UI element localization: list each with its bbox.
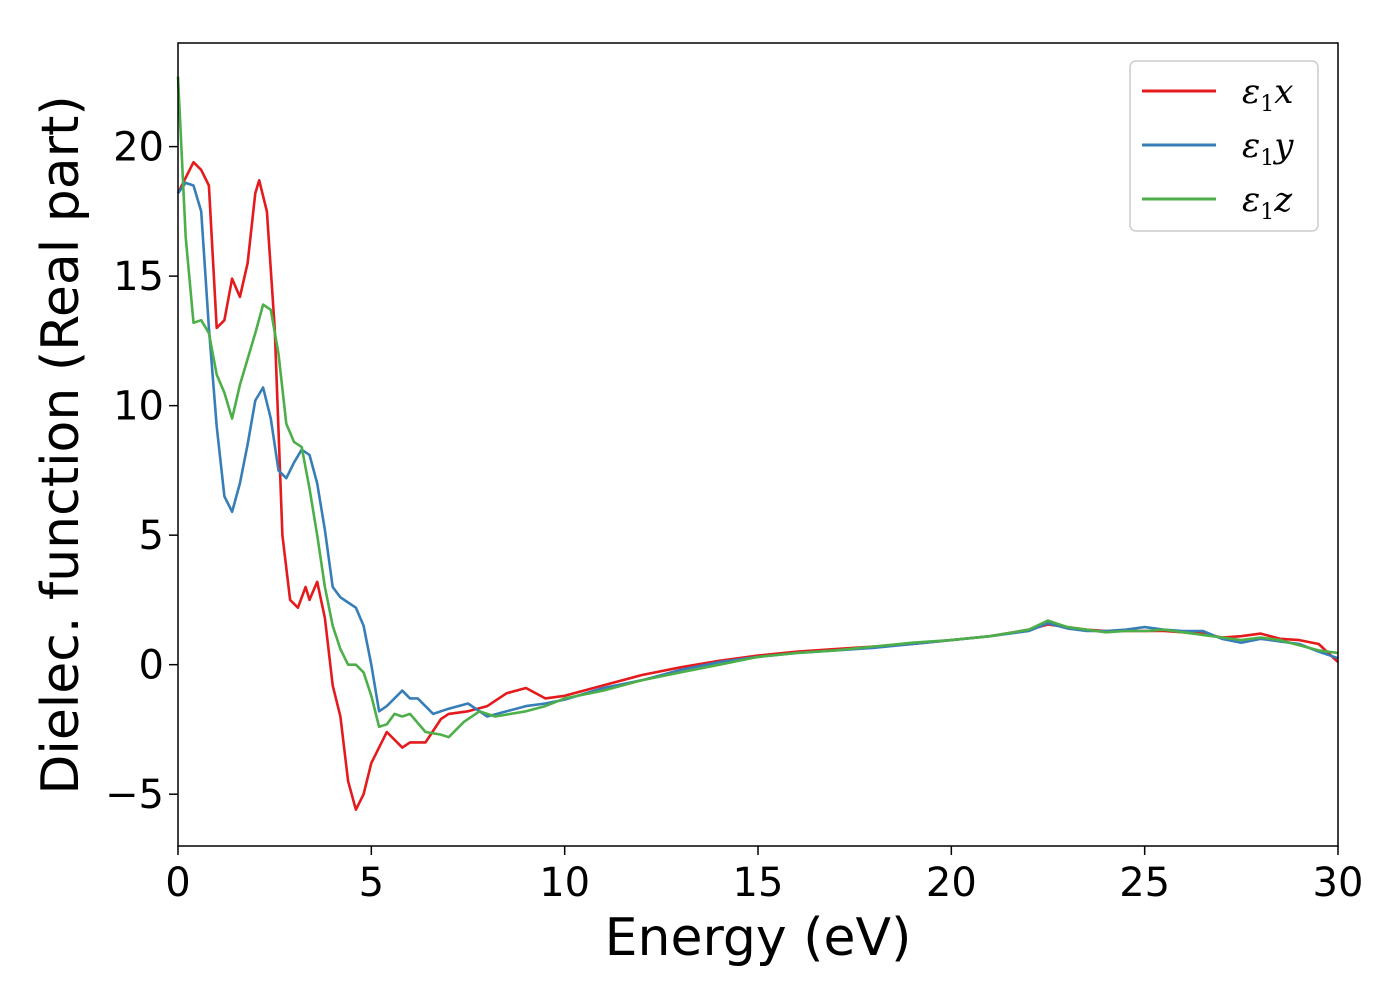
x-axis-label: Energy (eV) [605, 908, 912, 968]
y-tick-label: 0 [139, 643, 164, 689]
y-tick-label: 15 [113, 254, 164, 300]
legend-label: ε1x [1242, 72, 1293, 117]
legend-label-base: ε [1242, 180, 1260, 220]
x-tick-label: 15 [733, 860, 784, 906]
series-layer [176, 76, 1339, 811]
y-tick-label: 5 [139, 513, 164, 559]
legend-label-sub: 1 [1260, 92, 1274, 117]
x-tick-label: 5 [359, 860, 384, 906]
x-tick-label: 30 [1313, 860, 1364, 906]
y-axis: −5 0 5 10 15 20 [105, 125, 178, 818]
legend-label-tail: y [1272, 126, 1294, 166]
x-axis: 0 5 10 15 20 25 30 [165, 846, 1363, 906]
legend-label-sub: 1 [1260, 200, 1274, 225]
legend-label: ε1z [1242, 180, 1293, 225]
legend-label-tail: z [1273, 180, 1293, 220]
series-line-z [176, 76, 1339, 739]
x-tick-label: 0 [165, 860, 190, 906]
legend-label-base: ε [1242, 72, 1260, 112]
legend-label-tail: x [1274, 72, 1293, 112]
y-tick-label: 20 [113, 125, 164, 171]
x-tick-label: 10 [539, 860, 590, 906]
y-tick-label: 10 [113, 384, 164, 430]
y-axis-label: Dielec. function (Real part) [31, 95, 91, 794]
legend-label-sub: 1 [1260, 146, 1274, 171]
x-tick-label: 20 [926, 860, 977, 906]
x-tick-label: 25 [1119, 860, 1170, 906]
legend-label: ε1y [1242, 126, 1294, 171]
legend-label-base: ε [1242, 126, 1260, 166]
y-tick-label: −5 [105, 772, 164, 818]
legend-frame [1129, 60, 1319, 232]
